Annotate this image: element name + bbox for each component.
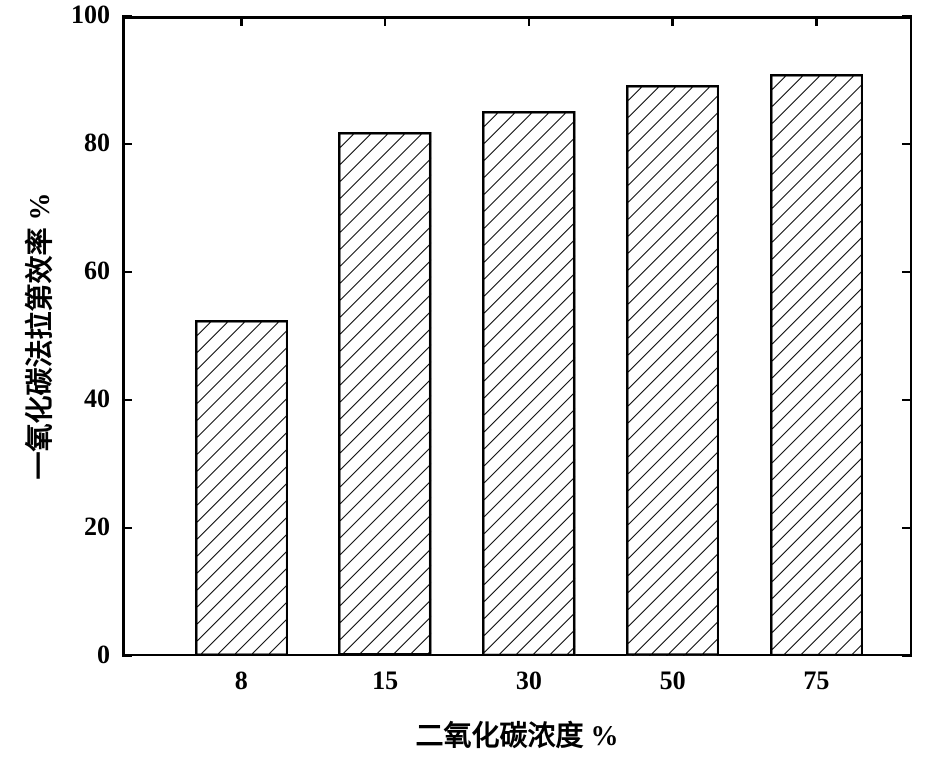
bar: [770, 74, 863, 656]
y-tick-label: 80: [84, 128, 110, 158]
y-tick: [122, 399, 132, 402]
y-tick: [122, 15, 132, 18]
x-tick-top: [671, 16, 674, 26]
bar: [195, 320, 288, 656]
y-axis-line: [122, 16, 125, 656]
bar: [626, 85, 719, 656]
y-tick-label: 20: [84, 512, 110, 542]
y-tick-right: [902, 527, 912, 530]
y-tick: [122, 655, 132, 658]
y-tick-right: [902, 143, 912, 146]
x-tick-top: [240, 16, 243, 26]
bar: [482, 111, 575, 656]
x-tick-top: [815, 16, 818, 26]
bar: [338, 132, 431, 656]
y-tick-label: 60: [84, 256, 110, 286]
x-tick-label: 30: [516, 666, 542, 696]
y-tick-label: 40: [84, 384, 110, 414]
x-tick-label: 50: [660, 666, 686, 696]
x-tick-label: 75: [803, 666, 829, 696]
y-tick-right: [902, 655, 912, 658]
x-tick-top: [528, 16, 531, 26]
x-axis-label: 二氧化碳浓度 %: [415, 714, 618, 754]
y-tick-right: [902, 15, 912, 18]
y-tick: [122, 271, 132, 274]
y-tick: [122, 527, 132, 530]
y-tick-right: [902, 271, 912, 274]
y-tick: [122, 143, 132, 146]
x-tick-top: [384, 16, 387, 26]
x-tick-label: 15: [372, 666, 398, 696]
y-axis-label: 一氧化碳法拉第效率 %: [18, 192, 58, 479]
y-tick-label: 100: [71, 0, 110, 30]
y-tick-label: 0: [97, 640, 110, 670]
x-tick-label: 8: [235, 666, 248, 696]
y-tick-right: [902, 399, 912, 402]
right-axis-line: [910, 16, 913, 656]
chart-figure: 0 20 40 60 80 100 8 15 30 50 75 一氧化碳法拉第效率 % 二氧化碳浓度…: [0, 0, 949, 764]
